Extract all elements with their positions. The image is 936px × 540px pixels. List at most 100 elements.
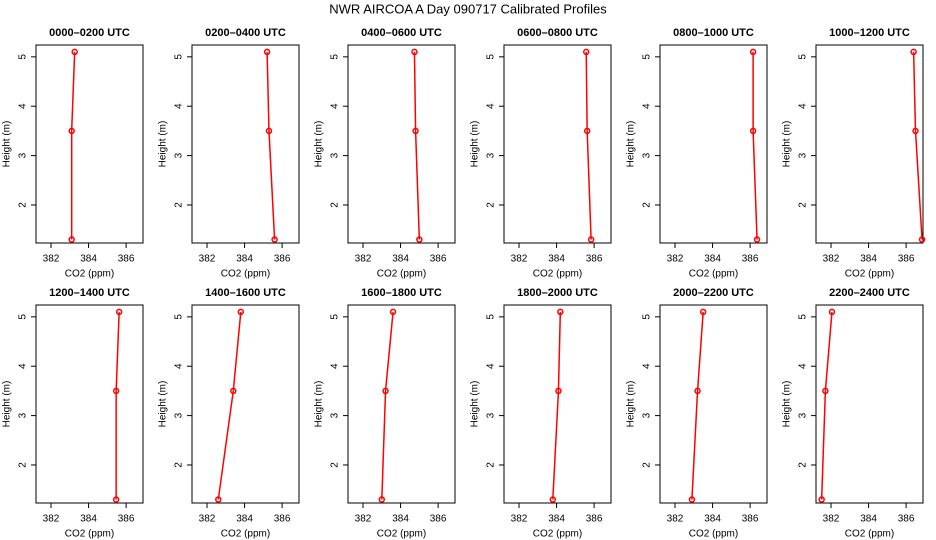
x-axis-label: CO2 (ppm)	[377, 269, 426, 280]
data-point	[263, 48, 271, 56]
data-point	[382, 387, 389, 395]
y-tick-label: 2	[486, 462, 497, 468]
x-tick-label: 384	[860, 254, 877, 265]
y-axis-label: Height (m)	[782, 381, 793, 428]
y-tick-label: 3	[18, 152, 29, 158]
x-axis-label: CO2 (ppm)	[377, 529, 426, 540]
x-tick-label: 386	[430, 514, 447, 525]
data-point	[416, 236, 423, 243]
data-point	[918, 236, 926, 243]
panel-title: 1800–2000 UTC	[517, 287, 598, 299]
y-tick-label: 5	[18, 54, 29, 60]
y-tick-label: 2	[174, 462, 185, 468]
y-tick-label: 5	[330, 54, 341, 60]
y-tick-label: 4	[330, 103, 341, 109]
plot-frame	[815, 304, 924, 504]
data-point	[115, 308, 123, 316]
y-tick-label: 5	[174, 314, 185, 320]
plot-frame	[347, 44, 456, 244]
x-tick-label: 384	[392, 514, 409, 525]
y-tick-label: 2	[330, 462, 341, 468]
data-point	[583, 127, 591, 135]
x-tick-label: 382	[511, 254, 528, 265]
y-tick-label: 4	[798, 103, 809, 109]
y-tick-label: 4	[18, 103, 29, 109]
x-tick-label: 382	[823, 254, 840, 265]
data-point	[411, 48, 418, 56]
data-point	[555, 387, 562, 395]
y-axis-label: Height (m)	[626, 381, 637, 428]
plot-frame	[35, 304, 144, 504]
figure-title: NWR AIRCOA A Day 090717 Calibrated Profi…	[329, 1, 607, 16]
plot-frame	[191, 44, 300, 244]
data-point	[265, 127, 273, 135]
plot-frame	[191, 304, 300, 504]
data-point	[271, 236, 278, 243]
x-tick-label: 386	[430, 254, 447, 265]
data-point	[582, 48, 590, 56]
data-point	[557, 308, 564, 316]
x-tick-label: 384	[704, 254, 721, 265]
x-tick-label: 382	[199, 254, 216, 265]
profile-line	[552, 311, 562, 500]
x-tick-label: 384	[548, 254, 565, 265]
x-tick-label: 382	[511, 514, 528, 525]
y-tick-label: 4	[174, 103, 185, 109]
y-tick-label: 2	[174, 202, 185, 208]
data-point	[549, 496, 557, 503]
y-tick-label: 3	[330, 412, 341, 418]
plot-frame	[35, 44, 144, 244]
data-point	[68, 127, 75, 135]
plot-frame	[815, 44, 924, 244]
data-point	[389, 308, 397, 316]
data-point	[688, 496, 696, 503]
y-tick-label: 4	[642, 363, 653, 369]
y-axis-label: Height (m)	[470, 121, 481, 168]
plot-frame	[347, 304, 456, 504]
x-axis-label: CO2 (ppm)	[689, 529, 738, 540]
profile-line	[266, 51, 276, 240]
x-axis-label: CO2 (ppm)	[221, 269, 270, 280]
x-tick-label: 384	[860, 514, 877, 525]
plot-frame	[503, 44, 612, 244]
panel-title: 0800–1000 UTC	[673, 27, 754, 39]
x-tick-label: 384	[80, 254, 97, 265]
y-axis-label: Height (m)	[626, 121, 637, 168]
y-tick-label: 5	[642, 314, 653, 320]
data-point	[71, 48, 78, 56]
data-point	[112, 387, 120, 395]
x-tick-label: 382	[355, 254, 372, 265]
y-tick-label: 4	[642, 103, 653, 109]
profile-line	[820, 311, 833, 500]
profile-line	[217, 311, 242, 500]
data-point	[412, 127, 419, 135]
x-tick-label: 386	[118, 254, 135, 265]
data-point	[912, 127, 919, 135]
panel-title: 0200–0400 UTC	[205, 27, 286, 39]
data-point	[818, 496, 825, 503]
plot-frame	[659, 44, 768, 244]
x-axis-label: CO2 (ppm)	[65, 529, 114, 540]
x-tick-label: 386	[742, 514, 759, 525]
x-tick-label: 386	[586, 254, 603, 265]
y-axis-label: Height (m)	[158, 381, 169, 428]
profile-line	[585, 51, 592, 240]
x-tick-label: 382	[667, 254, 684, 265]
x-axis-label: CO2 (ppm)	[65, 269, 114, 280]
data-point	[910, 48, 917, 56]
panel-title: 1600–1800 UTC	[361, 287, 442, 299]
y-tick-label: 5	[642, 54, 653, 60]
data-point	[230, 387, 237, 395]
x-axis-label: CO2 (ppm)	[845, 269, 894, 280]
profile-line	[381, 311, 394, 500]
x-axis-label: CO2 (ppm)	[533, 269, 582, 280]
data-point	[822, 387, 829, 395]
y-tick-label: 3	[642, 152, 653, 158]
profile-line	[413, 51, 421, 240]
y-tick-label: 3	[798, 152, 809, 158]
y-tick-label: 5	[798, 54, 809, 60]
x-tick-label: 384	[236, 254, 253, 265]
y-tick-label: 2	[18, 462, 29, 468]
y-tick-label: 3	[486, 152, 497, 158]
